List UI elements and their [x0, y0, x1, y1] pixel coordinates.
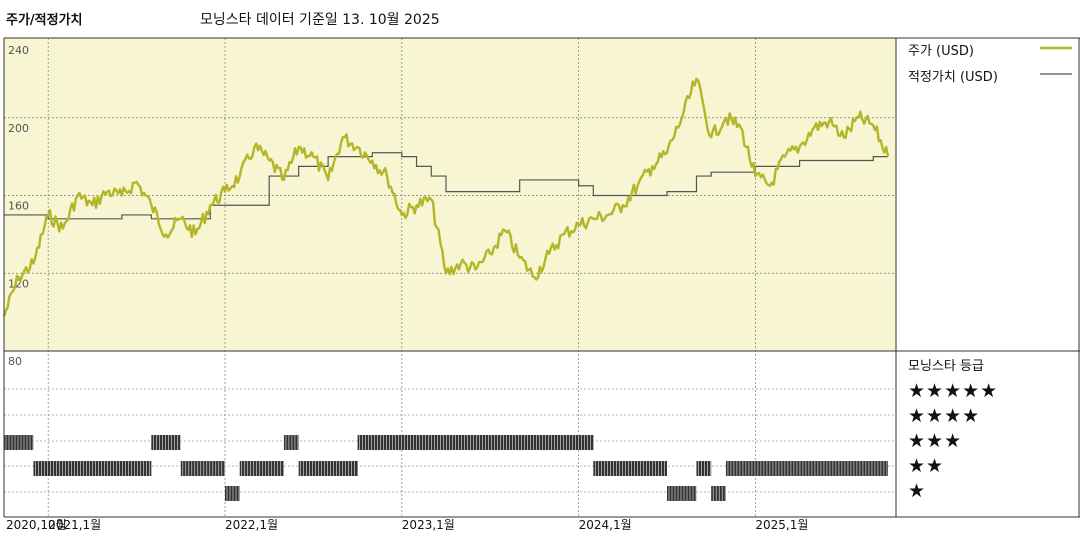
y-axis-ticks: 240 200 160 120 80: [8, 44, 29, 368]
legend-fair-value-label: 적정가치 (USD): [908, 70, 998, 85]
rating-bar-4-star: [4, 435, 34, 450]
rating-bar-3-star: [725, 461, 888, 476]
y-tick-label: 240: [8, 44, 29, 57]
price-plot-background: [4, 38, 896, 351]
x-tick-label: 2024,1월: [579, 518, 632, 532]
legend-price-label: 주가 (USD): [908, 44, 974, 59]
chart-title: 주가/적정가치: [6, 13, 83, 28]
rating-bars: [4, 435, 888, 501]
rating-3-stars: ★★★: [908, 430, 963, 452]
rating-bar-4-star: [357, 435, 594, 450]
rating-5-stars: ★★★★★: [908, 380, 999, 402]
y-tick-label: 160: [8, 200, 29, 213]
price-line: [2, 77, 890, 317]
y-tick-label: 200: [8, 122, 29, 135]
y-tick-label: 80: [8, 355, 22, 368]
rating-2-stars: ★★: [908, 455, 945, 477]
rating-1-star: ★: [908, 480, 927, 502]
rating-bar-4-star: [151, 435, 181, 450]
rating-bar-3-star: [593, 461, 667, 476]
x-tick-label: 2023,1월: [402, 518, 455, 532]
data-date-subtitle: 모닝스타 데이터 기준일 13. 10월 2025: [200, 12, 440, 28]
rating-bar-3-star: [239, 461, 284, 476]
x-tick-label: 2025,1월: [755, 518, 808, 532]
rating-bar-2-star: [667, 486, 697, 501]
fair-value-line: [4, 152, 888, 220]
x-tick-label: 2021,1월: [48, 518, 101, 532]
rating-bar-3-star: [180, 461, 225, 476]
x-tick-label: 2022,1월: [225, 518, 278, 532]
x-tick-label: 2020,10월: [6, 518, 67, 532]
rating-panel-title: 모닝스타 등급: [908, 359, 984, 374]
y-tick-label: 120: [8, 277, 29, 290]
rating-4-stars: ★★★★: [908, 405, 981, 427]
